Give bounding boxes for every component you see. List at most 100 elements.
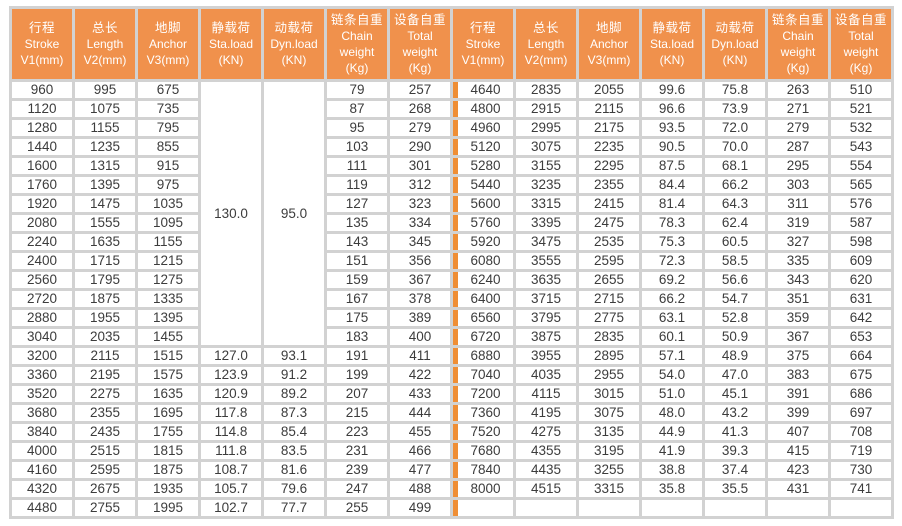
cell-total-weight: 598	[831, 234, 891, 250]
cell-stroke: 4000	[12, 443, 72, 459]
cell-chain-weight: 175	[327, 310, 387, 326]
cell-chain-weight: 343	[768, 272, 828, 288]
header-label-unit: V3(mm)	[146, 53, 190, 67]
cell-anchor	[579, 500, 639, 516]
cell-total-weight: 609	[831, 253, 891, 269]
cell-chain-weight: 199	[327, 367, 387, 383]
cell-length: 1635	[75, 234, 135, 250]
cell-anchor: 795	[138, 120, 198, 136]
header-total-weight: 设备自重 Total weight (Kg)	[390, 9, 450, 79]
cell-dyn-load: 81.6	[264, 462, 324, 478]
cell-stroke: 7680	[453, 443, 513, 459]
cell-length: 1235	[75, 139, 135, 155]
cell-sta-load: 54.0	[642, 367, 702, 383]
cell-length: 3955	[516, 348, 576, 364]
table-row: 2560 1795 1275 159 367 6240 3635 2655 69.2 56.6 34…	[12, 272, 891, 288]
header-label-zh: 动载荷	[274, 21, 314, 35]
cell-anchor: 855	[138, 139, 198, 155]
cell-sta-load: 117.8	[201, 405, 261, 421]
cell-stroke: 6560	[453, 310, 513, 326]
cell-anchor: 3135	[579, 424, 639, 440]
header-label-en: Length	[86, 37, 124, 51]
table-row: 1600 1315 915 111 301 5280 3155 2295 87.5 68.1 295…	[12, 158, 891, 174]
header-label-en: Stroke	[24, 37, 60, 51]
cell-chain-weight: 375	[768, 348, 828, 364]
cell-anchor: 3315	[579, 481, 639, 497]
cell-sta-load: 75.3	[642, 234, 702, 250]
cell-dyn-load: 68.1	[705, 158, 765, 174]
cell-length: 4435	[516, 462, 576, 478]
cell-length: 2915	[516, 101, 576, 117]
cell-length: 4035	[516, 367, 576, 383]
header-label-en: Stroke	[465, 37, 501, 51]
cell-sta-load: 90.5	[642, 139, 702, 155]
header-label-en: Dyn.load	[270, 37, 318, 51]
cell-length: 2195	[75, 367, 135, 383]
cell-total-weight: 664	[831, 348, 891, 364]
cell-stroke	[453, 500, 513, 516]
cell-stroke: 5920	[453, 234, 513, 250]
header-length: 总长 Length V2(mm)	[75, 9, 135, 79]
header-anchor: 地脚 Anchor V3(mm)	[579, 9, 639, 79]
header-label-zh: 总长	[91, 21, 118, 35]
cell-dyn-load: 95.0	[264, 82, 324, 345]
cell-anchor: 1815	[138, 443, 198, 459]
cell-chain-weight: 183	[327, 329, 387, 345]
cell-sta-load: 123.9	[201, 367, 261, 383]
cell-length: 2115	[75, 348, 135, 364]
cell-length: 1555	[75, 215, 135, 231]
cell-length: 2275	[75, 386, 135, 402]
header-label-en: Total weight	[843, 29, 879, 59]
cell-anchor: 2295	[579, 158, 639, 174]
cell-anchor: 915	[138, 158, 198, 174]
cell-stroke: 4800	[453, 101, 513, 117]
cell-length: 1475	[75, 196, 135, 212]
cell-chain-weight: 359	[768, 310, 828, 326]
cell-chain-weight: 127	[327, 196, 387, 212]
table-row: 960 995 675 130.0 95.0 79 257 4640 2835 2055 99.6 7…	[12, 82, 891, 345]
cell-total-weight: 686	[831, 386, 891, 402]
cell-dyn-load: 73.9	[705, 101, 765, 117]
cell-total-weight: 455	[390, 424, 450, 440]
cell-stroke: 6080	[453, 253, 513, 269]
table-row: 2240 1635 1155 143 345 5920 3475 2535 75.3 60.5 32…	[12, 234, 891, 250]
cell-anchor: 1695	[138, 405, 198, 421]
header-label-zh: 设备自重	[393, 13, 446, 27]
cell-dyn-load: 62.4	[705, 215, 765, 231]
cell-stroke: 3520	[12, 386, 72, 402]
cell-length: 2355	[75, 405, 135, 421]
cell-length: 2035	[75, 329, 135, 345]
cell-anchor: 1935	[138, 481, 198, 497]
cell-sta-load	[642, 500, 702, 516]
header-label-unit: V3(mm)	[587, 53, 631, 67]
cell-dyn-load: 75.8	[705, 82, 765, 98]
cell-anchor: 1215	[138, 253, 198, 269]
cell-sta-load: 105.7	[201, 481, 261, 497]
cell-chain-weight: 415	[768, 443, 828, 459]
cell-total-weight: 631	[831, 291, 891, 307]
cell-total-weight: 312	[390, 177, 450, 193]
cell-stroke: 5120	[453, 139, 513, 155]
cell-stroke: 7200	[453, 386, 513, 402]
cell-total-weight: 587	[831, 215, 891, 231]
cell-anchor: 1395	[138, 310, 198, 326]
cell-total-weight: 466	[390, 443, 450, 459]
cell-chain-weight: 247	[327, 481, 387, 497]
cell-length	[516, 500, 576, 516]
cell-chain-weight: 143	[327, 234, 387, 250]
table-row: 3200 2115 1515 127.0 93.1 191 411 6880 3955 2895 5…	[12, 348, 891, 364]
cell-dyn-load: 45.1	[705, 386, 765, 402]
cell-dyn-load: 37.4	[705, 462, 765, 478]
table-row: 3040 2035 1455 183 400 6720 3875 2835 60.1 50.9 36…	[12, 329, 891, 345]
cell-sta-load: 57.1	[642, 348, 702, 364]
cell-dyn-load: 48.9	[705, 348, 765, 364]
table-row: 2880 1955 1395 175 389 6560 3795 2775 63.1 52.8 35…	[12, 310, 891, 326]
header-label-en: Chain weight	[339, 29, 375, 59]
cell-length: 3155	[516, 158, 576, 174]
cell-total-weight: 708	[831, 424, 891, 440]
cell-length: 1155	[75, 120, 135, 136]
header-stroke: 行程 Stroke V1(mm)	[453, 9, 513, 79]
cell-anchor: 1455	[138, 329, 198, 345]
cell-chain-weight: 119	[327, 177, 387, 193]
cell-length: 4515	[516, 481, 576, 497]
